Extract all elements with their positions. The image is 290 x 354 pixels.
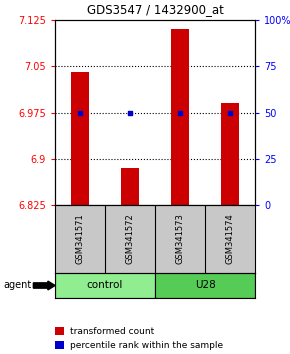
Point: [178, 110, 182, 115]
Bar: [55, 273, 155, 298]
Text: GSM341572: GSM341572: [126, 213, 135, 264]
Text: GSM341571: GSM341571: [75, 213, 84, 264]
Title: GDS3547 / 1432900_at: GDS3547 / 1432900_at: [86, 3, 223, 16]
Text: control: control: [87, 280, 123, 291]
Text: agent: agent: [3, 280, 31, 291]
Bar: [155, 273, 255, 298]
Text: GSM341574: GSM341574: [226, 213, 235, 264]
Bar: [171, 29, 189, 205]
Point: [228, 110, 232, 115]
Point: [128, 110, 132, 115]
Text: transformed count: transformed count: [70, 327, 154, 336]
Text: U28: U28: [195, 280, 215, 291]
Bar: [221, 103, 239, 205]
Point: [78, 110, 82, 115]
Text: percentile rank within the sample: percentile rank within the sample: [70, 341, 223, 350]
Bar: [71, 73, 89, 205]
Text: GSM341573: GSM341573: [175, 213, 184, 264]
Bar: [121, 168, 139, 205]
